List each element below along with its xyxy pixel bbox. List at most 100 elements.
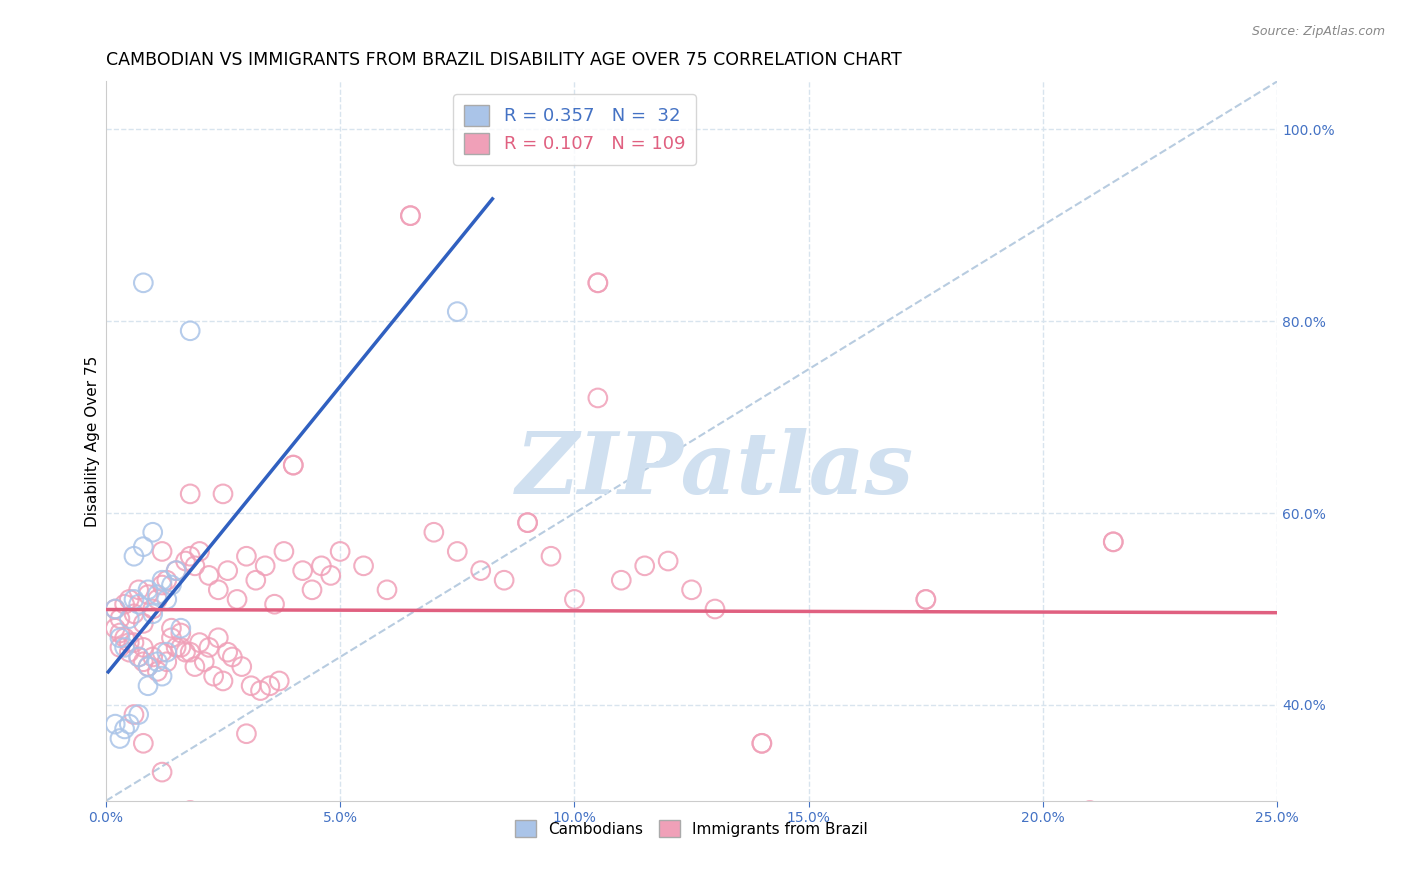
Y-axis label: Disability Age Over 75: Disability Age Over 75: [86, 356, 100, 527]
Point: [118, 592, 141, 607]
Point: [470, 564, 492, 578]
Point: [212, 673, 235, 688]
Point: [198, 568, 221, 582]
Point: [751, 736, 773, 750]
Point: [1102, 534, 1125, 549]
Point: [212, 842, 235, 856]
Point: [132, 616, 155, 631]
Point: [104, 602, 127, 616]
Point: [540, 549, 562, 564]
Point: [174, 554, 197, 568]
Point: [240, 679, 263, 693]
Point: [179, 645, 201, 659]
Point: [132, 655, 155, 669]
Point: [156, 592, 179, 607]
Point: [423, 525, 446, 540]
Point: [319, 568, 342, 582]
Point: [132, 736, 155, 750]
Point: [128, 650, 150, 665]
Point: [108, 626, 131, 640]
Point: [132, 276, 155, 290]
Point: [146, 592, 169, 607]
Point: [128, 582, 150, 597]
Point: [914, 592, 936, 607]
Point: [269, 673, 291, 688]
Point: [114, 640, 136, 655]
Point: [165, 564, 187, 578]
Point: [179, 324, 201, 338]
Point: [329, 544, 352, 558]
Point: [586, 276, 609, 290]
Point: [301, 582, 323, 597]
Point: [1102, 534, 1125, 549]
Point: [104, 621, 127, 635]
Point: [136, 659, 159, 673]
Point: [1102, 813, 1125, 827]
Point: [170, 626, 193, 640]
Point: [207, 631, 229, 645]
Point: [291, 564, 314, 578]
Point: [165, 564, 187, 578]
Point: [657, 554, 679, 568]
Point: [114, 722, 136, 736]
Point: [231, 659, 253, 673]
Point: [254, 558, 277, 573]
Point: [263, 597, 285, 611]
Point: [221, 650, 243, 665]
Point: [179, 804, 201, 818]
Point: [283, 458, 305, 472]
Point: [681, 582, 703, 597]
Point: [516, 516, 538, 530]
Point: [142, 602, 165, 616]
Point: [188, 544, 211, 558]
Point: [128, 650, 150, 665]
Point: [150, 544, 173, 558]
Point: [150, 645, 173, 659]
Point: [150, 669, 173, 683]
Point: [118, 645, 141, 659]
Point: [122, 549, 145, 564]
Point: [751, 736, 773, 750]
Point: [353, 558, 375, 573]
Point: [610, 573, 633, 587]
Point: [226, 592, 249, 607]
Point: [1078, 804, 1101, 818]
Point: [914, 592, 936, 607]
Point: [399, 209, 422, 223]
Point: [108, 631, 131, 645]
Point: [156, 645, 179, 659]
Point: [122, 635, 145, 649]
Point: [245, 573, 267, 587]
Point: [188, 635, 211, 649]
Point: [146, 655, 169, 669]
Point: [494, 573, 516, 587]
Point: [156, 655, 179, 669]
Point: [212, 487, 235, 501]
Point: [114, 631, 136, 645]
Point: [217, 564, 239, 578]
Point: [118, 717, 141, 731]
Point: [235, 727, 257, 741]
Legend: Cambodians, Immigrants from Brazil: Cambodians, Immigrants from Brazil: [509, 814, 875, 844]
Point: [136, 679, 159, 693]
Point: [160, 621, 183, 635]
Point: [146, 665, 169, 679]
Point: [136, 582, 159, 597]
Point: [118, 635, 141, 649]
Point: [446, 544, 468, 558]
Point: [179, 549, 201, 564]
Point: [516, 516, 538, 530]
Point: [156, 573, 179, 587]
Point: [170, 621, 193, 635]
Point: [142, 525, 165, 540]
Point: [259, 679, 281, 693]
Point: [184, 659, 207, 673]
Point: [128, 597, 150, 611]
Point: [193, 655, 215, 669]
Point: [704, 602, 727, 616]
Point: [399, 209, 422, 223]
Point: [165, 640, 187, 655]
Point: [150, 765, 173, 780]
Point: [446, 304, 468, 318]
Point: [184, 558, 207, 573]
